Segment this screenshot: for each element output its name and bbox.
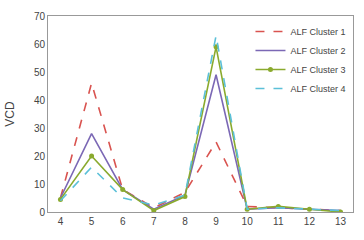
svg-text:7: 7 [151,216,157,227]
svg-text:60: 60 [34,39,46,50]
svg-text:ALF Cluster 3: ALF Cluster 3 [290,65,345,75]
svg-text:ALF Cluster 4: ALF Cluster 4 [290,84,345,94]
svg-text:8: 8 [182,216,188,227]
svg-text:50: 50 [34,67,46,78]
svg-text:0: 0 [39,207,45,218]
svg-text:70: 70 [34,11,46,22]
svg-text:6: 6 [120,216,126,227]
svg-text:VCD: VCD [3,101,17,127]
svg-text:12: 12 [304,216,316,227]
svg-text:13: 13 [335,216,347,227]
svg-text:ALF Cluster 2: ALF Cluster 2 [290,46,345,56]
svg-text:10: 10 [34,179,46,190]
svg-text:9: 9 [213,216,219,227]
svg-text:30: 30 [34,123,46,134]
svg-text:5: 5 [89,216,95,227]
svg-text:4: 4 [58,216,64,227]
svg-text:11: 11 [273,216,284,227]
svg-text:40: 40 [34,95,46,106]
svg-text:10: 10 [242,216,254,227]
svg-text:20: 20 [34,151,46,162]
svg-text:ALF Cluster 1: ALF Cluster 1 [290,27,345,37]
